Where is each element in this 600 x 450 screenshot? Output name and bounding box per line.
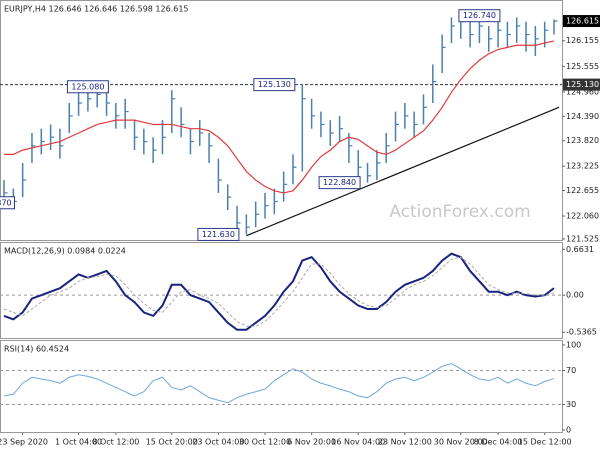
x-tick-label: 30 Oct 12:00 bbox=[239, 438, 291, 447]
annotation-box bbox=[458, 9, 501, 23]
price-marker bbox=[563, 15, 600, 28]
y-tick-label: 126.155 bbox=[566, 36, 599, 45]
x-tick-label: 8 Dec 04:00 bbox=[474, 438, 523, 447]
pane-frame bbox=[0, 0, 563, 241]
y-tick-label: 121.525 bbox=[566, 234, 599, 243]
annotation-box bbox=[0, 196, 15, 210]
x-tick-label: 23 Nov 12:00 bbox=[378, 438, 432, 447]
y-tick-label: 100 bbox=[566, 340, 581, 349]
moving-average bbox=[4, 40, 555, 194]
pane-title: EURJPY,H4 126.646 126.646 126.598 126.61… bbox=[4, 5, 189, 14]
y-tick-label: 122.655 bbox=[566, 186, 599, 195]
x-tick-label: 8 Oct 12:00 bbox=[92, 438, 139, 447]
x-tick-label: 16 Nov 04:00 bbox=[331, 438, 385, 447]
annotation-box bbox=[318, 176, 361, 190]
x-tick-label: 23 Sep 2020 bbox=[0, 438, 48, 447]
y-tick-label: 0 bbox=[566, 425, 571, 434]
x-tick-label: 1 Oct 04:00 bbox=[55, 438, 102, 447]
annotation-box bbox=[66, 80, 109, 94]
y-tick-label: 70 bbox=[566, 366, 576, 375]
y-tick-label: 124.960 bbox=[566, 87, 599, 96]
indicator-line bbox=[3, 363, 555, 404]
x-tick-label: 23 Oct 04:00 bbox=[192, 438, 244, 447]
price-marker-label: 125.130 bbox=[566, 80, 599, 89]
indicator-line bbox=[3, 252, 555, 331]
y-tick-label: 125.555 bbox=[566, 62, 599, 71]
x-tick-label: 30 Nov 20:00 bbox=[434, 438, 488, 447]
y-tick-label: 0.00 bbox=[566, 291, 584, 300]
y-tick-label: -0.5365 bbox=[566, 328, 597, 337]
y-tick-label: 30 bbox=[566, 400, 576, 409]
annotation-label: 125.080 bbox=[71, 82, 104, 91]
y-tick-label: 123.225 bbox=[566, 162, 599, 171]
indicator-line bbox=[3, 256, 555, 327]
pane-title: RSI(14) 60.4524 bbox=[4, 345, 69, 354]
price-marker bbox=[563, 78, 600, 91]
annotation-label: 122.840 bbox=[323, 178, 356, 187]
pane-title: MACD(12,26,9) 0.0984 0.0224 bbox=[4, 247, 126, 256]
x-tick-label: 15 Oct 20:00 bbox=[146, 438, 198, 447]
y-tick-label: 123.820 bbox=[566, 136, 599, 145]
annotation-label: 126.740 bbox=[463, 11, 496, 20]
annotation-label: 370 bbox=[0, 198, 12, 207]
pane-frame bbox=[0, 340, 563, 433]
watermark: ActionForex.com bbox=[389, 202, 530, 222]
annotation-box bbox=[197, 227, 240, 241]
y-tick-label: 124.390 bbox=[566, 112, 599, 121]
y-tick-label: 0.6631 bbox=[566, 245, 594, 254]
trend-line bbox=[246, 106, 560, 237]
pane-frame bbox=[0, 242, 563, 339]
annotation-label: 121.630 bbox=[202, 230, 235, 239]
y-tick-label: 122.060 bbox=[566, 212, 599, 221]
x-tick-label: 15 Dec 12:00 bbox=[518, 438, 572, 447]
annotation-box bbox=[253, 78, 296, 92]
price-marker-label: 126.615 bbox=[566, 17, 599, 26]
x-tick-label: 6 Nov 20:00 bbox=[287, 438, 336, 447]
annotation-label: 125.130 bbox=[258, 80, 291, 89]
